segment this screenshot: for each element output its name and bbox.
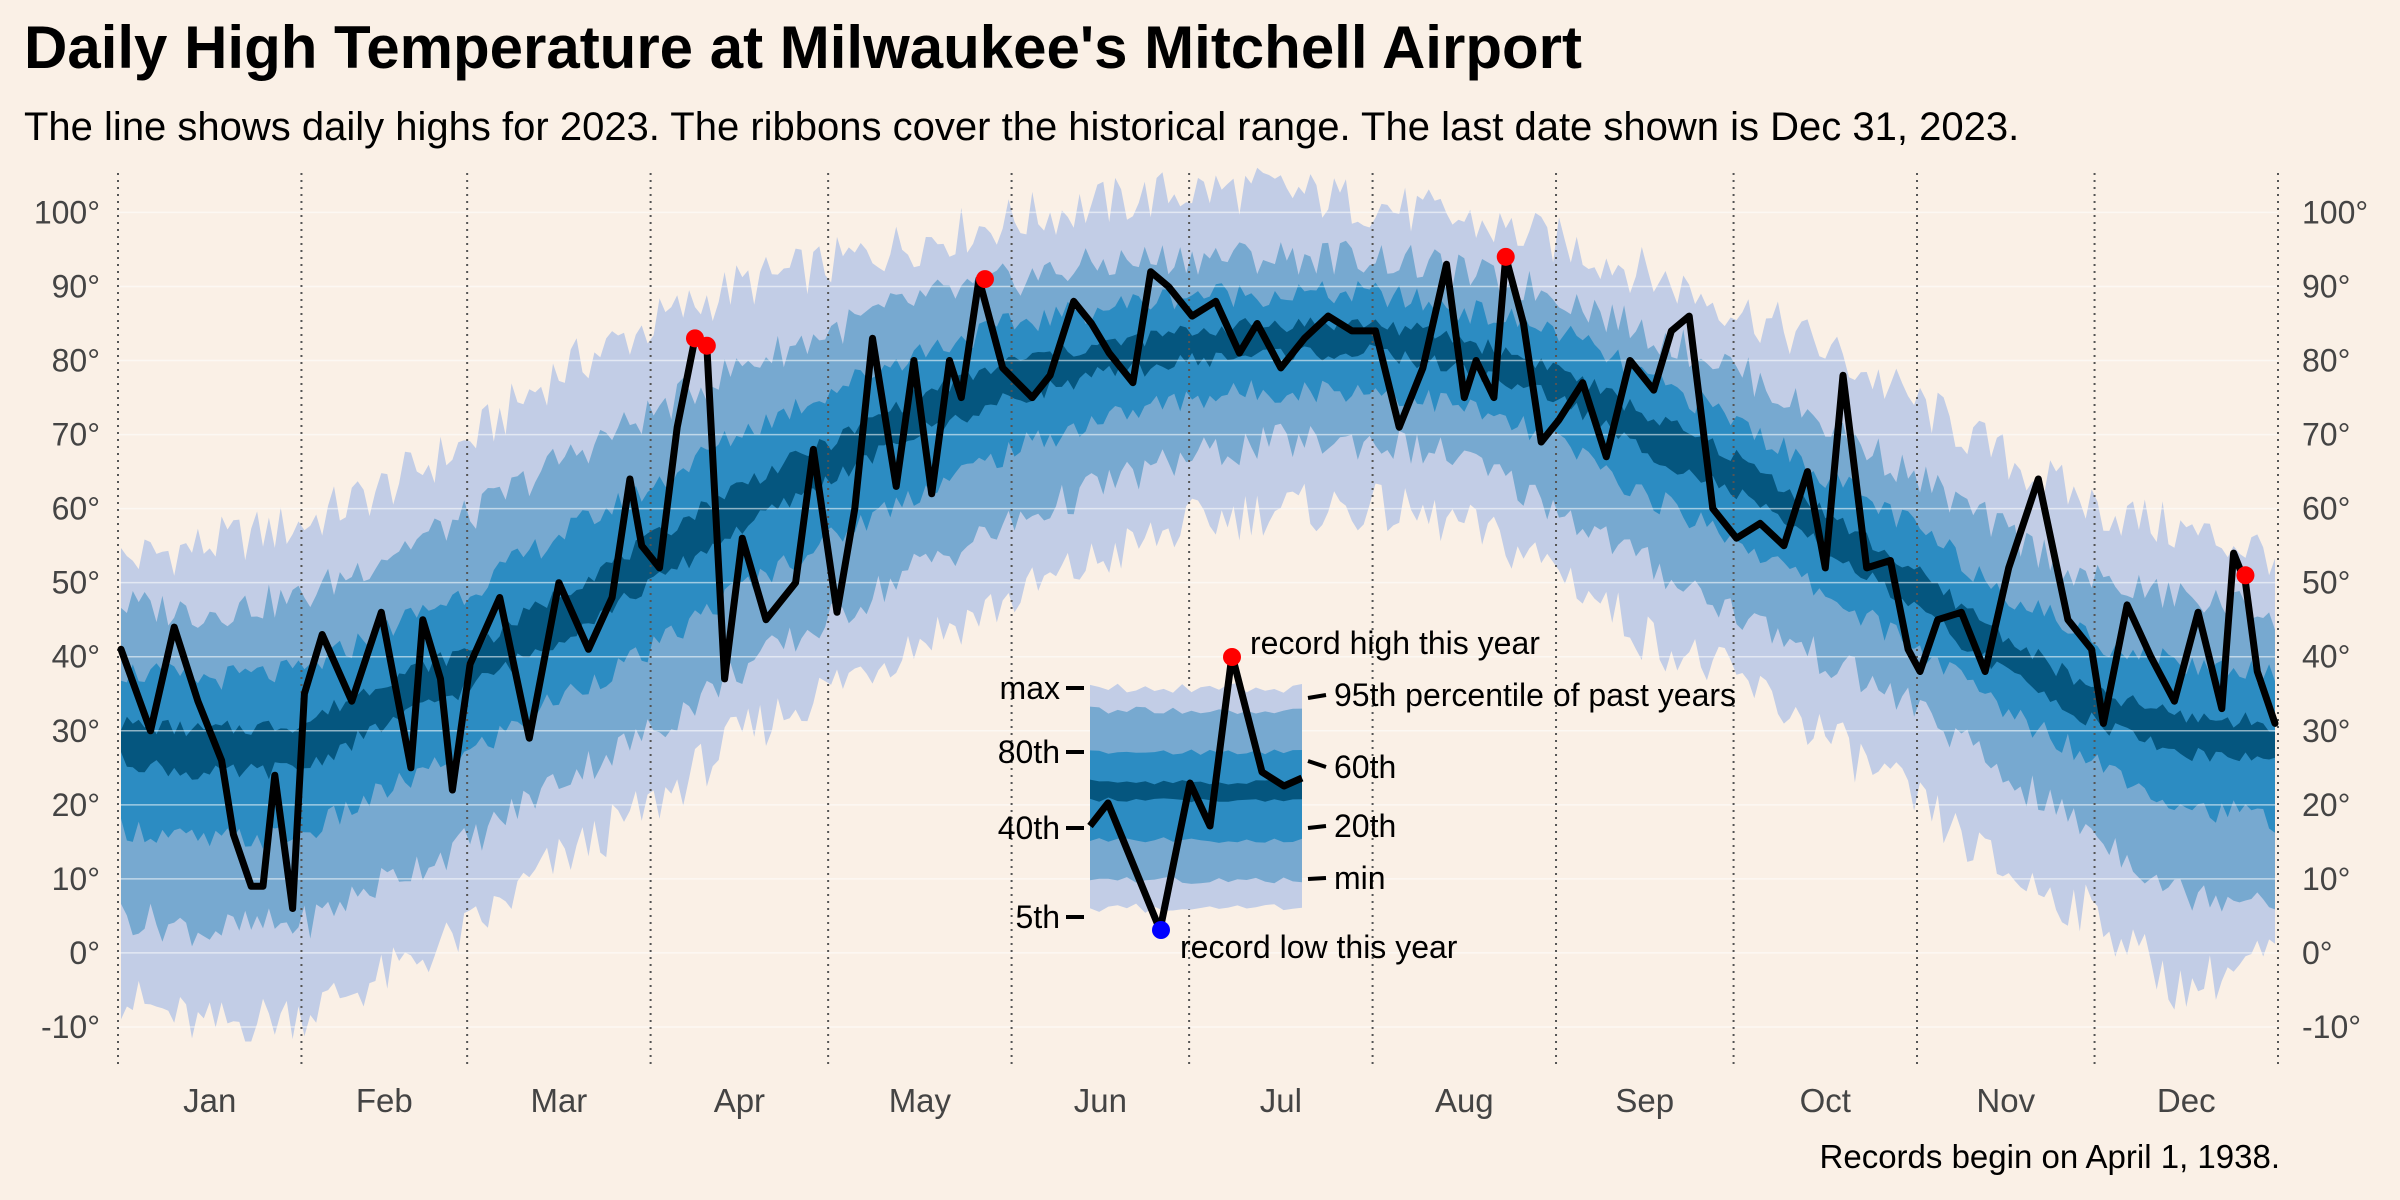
y-axis-right: -10° 0° 10° 20° 30° 40° 50° 60° 70° 80° 90° 100°: [2302, 194, 2368, 1045]
y-tick-label-left: 0°: [69, 935, 100, 971]
series-line-2023: [117, 253, 2279, 912]
y-tick-label-left: 10°: [52, 861, 100, 897]
legend-inset: record high this year record low this yea…: [998, 625, 1736, 965]
month-label-mar: Mar: [530, 1082, 587, 1119]
month-label-nov: Nov: [1976, 1082, 2035, 1119]
chart-subtitle: The line shows daily highs for 2023. The…: [24, 105, 2019, 149]
legend-record-low-label: record low this year: [1180, 929, 1458, 965]
y-tick-label-left: 50°: [52, 565, 100, 601]
y-tick-label-left: 90°: [52, 268, 100, 304]
month-label-jun: Jun: [1074, 1082, 1127, 1119]
legend-left-label: 80th: [998, 734, 1060, 770]
historical-range-bands: [121, 167, 2275, 1042]
legend-record-high-label: record high this year: [1250, 625, 1540, 661]
y-tick-label-left: 80°: [52, 343, 100, 379]
y-tick-label-left: 70°: [52, 417, 100, 453]
y-tick-label-right: 10°: [2302, 861, 2350, 897]
gridlines: [118, 211, 2278, 1028]
legend-left-label: 40th: [998, 810, 1060, 846]
y-tick-label-right: 80°: [2302, 343, 2350, 379]
legend-left-label: max: [1000, 670, 1060, 706]
legend-right-tick: [1307, 824, 1327, 830]
legend-sample-line: [1087, 651, 1304, 934]
y-tick-label-left: -10°: [41, 1009, 100, 1045]
legend-right-tick: [1307, 693, 1327, 700]
y-tick-label-right: 100°: [2302, 194, 2368, 230]
record-high-point: [697, 336, 716, 355]
legend-right-label: min: [1334, 860, 1386, 896]
daily-high-line: [117, 253, 2279, 912]
month-label-apr: Apr: [714, 1082, 765, 1119]
band-40-60: [121, 317, 2275, 780]
chart-title: Daily High Temperature at Milwaukee's Mi…: [24, 14, 1582, 81]
y-tick-label-left: 20°: [52, 787, 100, 823]
y-tick-label-right: -10°: [2302, 1009, 2361, 1045]
y-tick-label-right: 90°: [2302, 268, 2350, 304]
legend-right-tick: [1307, 759, 1327, 769]
y-tick-label-right: 70°: [2302, 417, 2350, 453]
y-tick-label-right: 40°: [2302, 639, 2350, 675]
legend-right-label: 60th: [1334, 749, 1396, 785]
month-label-jan: Jan: [183, 1082, 236, 1119]
y-tick-label-left: 60°: [52, 491, 100, 527]
y-tick-label-right: 0°: [2302, 935, 2333, 971]
y-tick-label-left: 40°: [52, 639, 100, 675]
record-high-point: [2236, 566, 2255, 585]
month-label-may: May: [889, 1082, 952, 1119]
y-tick-label-right: 30°: [2302, 713, 2350, 749]
month-label-feb: Feb: [356, 1082, 413, 1119]
legend-left-label: 5th: [1016, 899, 1060, 935]
y-tick-label-right: 50°: [2302, 565, 2350, 601]
legend-right-label: 20th: [1334, 808, 1396, 844]
y-tick-label-left: 30°: [52, 713, 100, 749]
month-dividers: [117, 173, 2279, 1064]
y-tick-label-right: 60°: [2302, 491, 2350, 527]
band-20-80: [121, 281, 2275, 849]
month-label-sep: Sep: [1615, 1082, 1674, 1119]
legend-right-tick: [1307, 876, 1327, 881]
legend-record-low-marker: [1152, 921, 1170, 939]
month-label-dec: Dec: [2157, 1082, 2216, 1119]
record-high-point: [975, 270, 994, 289]
legend-right-label: 95th percentile of past years: [1334, 677, 1736, 713]
record-markers: [685, 247, 2255, 585]
record-high-point: [1496, 247, 1515, 266]
chart-caption: Records begin on April 1, 1938.: [1820, 1138, 2280, 1175]
y-axis-left: -10° 0° 10° 20° 30° 40° 50° 60° 70° 80° 90° 100°: [34, 194, 100, 1045]
y-tick-label-right: 20°: [2302, 787, 2350, 823]
legend-record-high-marker: [1223, 648, 1241, 666]
month-label-jul: Jul: [1260, 1082, 1302, 1119]
y-tick-label-left: 100°: [34, 194, 100, 230]
x-axis-months: Jan Feb Mar Apr May Jun Jul Aug Sep Oct Nov Dec: [183, 1082, 2216, 1119]
month-label-oct: Oct: [1800, 1082, 1851, 1119]
month-label-aug: Aug: [1435, 1082, 1494, 1119]
